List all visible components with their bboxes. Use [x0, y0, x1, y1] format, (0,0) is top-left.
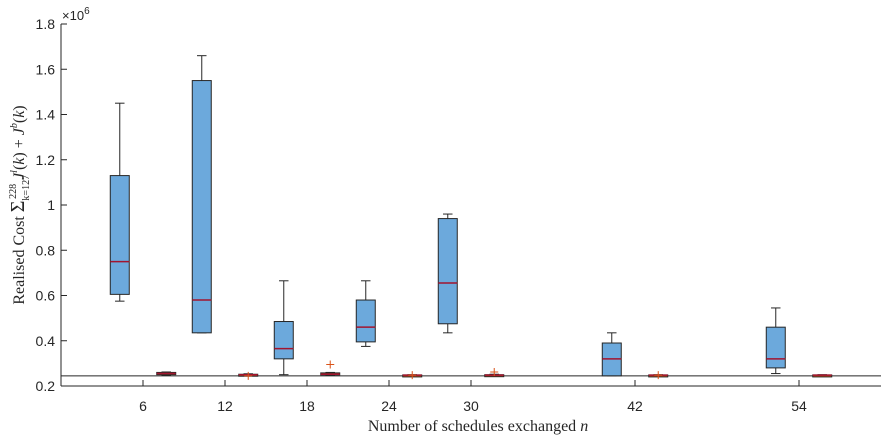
y-tick-label: 1.6: [36, 61, 56, 77]
box: [355, 299, 376, 343]
box-plots: [109, 55, 833, 380]
outlier-marker: [326, 360, 335, 369]
x-axis-title: Number of schedules exchanged n: [368, 418, 588, 435]
y-tick-label: 1.2: [36, 152, 56, 168]
box-group: [437, 213, 458, 334]
x-tick-label: 6: [139, 398, 147, 414]
x-axis: 6 12 18 24 30 42 54: [139, 380, 807, 414]
box-group: [191, 55, 212, 334]
box-group: [109, 102, 130, 302]
box-group: [238, 371, 259, 380]
y-tick-label: 1.8: [36, 16, 56, 32]
box-group: [273, 280, 294, 376]
x-tick-label: 42: [627, 398, 643, 414]
box-group: [156, 371, 177, 376]
box: [765, 326, 786, 369]
box: [437, 218, 458, 325]
y-tick-label: 0.2: [36, 378, 56, 394]
y-exponent-label: ×106: [62, 6, 90, 23]
box: [273, 321, 294, 360]
box-group: [320, 360, 341, 376]
y-tick-label: 0.4: [36, 333, 56, 349]
box-group: [355, 280, 376, 347]
box-group: [648, 371, 669, 380]
box-group: [765, 307, 786, 375]
box-group: [812, 374, 833, 378]
outlier-marker: [654, 371, 663, 380]
y-axis-title: Realised Cost Σk=127228 Jl(k) + Jb(k): [7, 105, 32, 304]
y-axis: 0.2 0.4 0.6 0.8 1 1.2 1.4 1.6 1.8: [36, 16, 67, 394]
x-tick-label: 30: [463, 398, 479, 414]
y-tick-label: 0.6: [36, 288, 56, 304]
box-group: [601, 332, 622, 377]
y-tick-label: 1: [47, 197, 55, 213]
box-group: [402, 371, 423, 380]
x-tick-label: 12: [217, 398, 233, 414]
plot-background: [61, 24, 881, 386]
outlier-marker: [408, 371, 417, 380]
x-tick-label: 18: [299, 398, 315, 414]
outlier-marker: [490, 367, 499, 376]
x-tick-label: 24: [381, 398, 397, 414]
y-tick-label: 0.8: [36, 242, 56, 258]
box-group: [484, 367, 505, 378]
plot-area: [60, 24, 881, 387]
y-tick-label: 1.4: [36, 107, 56, 123]
outlier-marker: [244, 371, 253, 380]
box: [109, 175, 130, 295]
box: [191, 80, 212, 334]
x-tick-label: 54: [791, 398, 807, 414]
